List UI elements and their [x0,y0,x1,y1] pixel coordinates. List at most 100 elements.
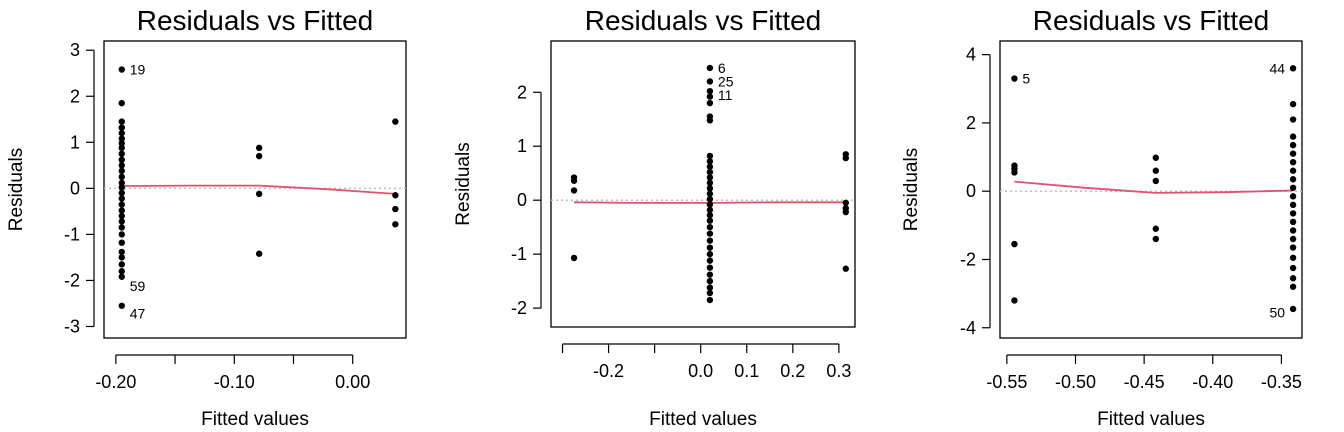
x-tick-label: -0.50 [1055,372,1096,392]
y-tick-label: -2 [64,270,80,290]
y-tick-label: -4 [960,318,976,338]
residual-point [706,185,714,192]
residual-point [706,284,714,291]
point-label: 19 [130,62,146,78]
residual-point [392,205,399,213]
residual-point [118,162,125,169]
point-label: 11 [718,87,733,103]
residual-point [706,277,714,285]
residual-point [706,158,714,165]
x-tick-label: 0.00 [335,372,370,392]
residual-point [118,129,125,137]
point-label: 6 [718,60,726,76]
residual-point [706,87,714,95]
y-axis-label: Residuals [901,148,922,231]
residual-point [118,118,125,125]
residual-point [1289,167,1297,174]
y-tick-label: 0 [966,181,976,201]
point-label: 5 [1022,71,1030,87]
residual-point [1289,184,1297,191]
residual-point [706,163,714,170]
point-label: 50 [1269,304,1285,320]
residual-point [118,201,125,208]
x-tick-label: -0.45 [1124,372,1165,392]
y-axis-label: Residuals [6,148,27,231]
residual-point [1289,210,1297,217]
y-axis-label: Residuals [453,142,474,225]
y-tick-label: 4 [966,45,976,65]
residual-point [1289,244,1297,251]
residual-point [1289,264,1297,272]
y-tick-label: 3 [70,40,80,60]
residual-point [118,173,125,181]
residual-point [118,261,125,268]
y-tick-label: 1 [70,132,80,152]
residual-point [255,144,263,152]
smoother-line [121,184,396,195]
x-tick-label: -0.10 [214,372,255,392]
smoother-line [1014,180,1294,194]
y-tick-label: -2 [960,249,976,269]
residual-point [118,124,125,131]
residual-point [1152,177,1160,185]
residual-point [1289,254,1297,261]
residual-point [118,268,125,275]
point-label: 25 [718,73,734,89]
residual-point [706,223,714,231]
residual-point [118,218,125,225]
residual-point [118,224,125,231]
residual-point [118,184,125,191]
residual-point [570,254,578,262]
residual-point [1152,154,1160,161]
chart-title: Residuals vs Fitted [137,5,374,36]
residual-point [118,135,125,142]
residual-point [1289,235,1297,243]
residual-point [706,264,714,271]
residual-point [118,195,125,202]
residual-point [842,199,849,207]
residual-point [1289,218,1297,226]
chart-title: Residuals vs Fitted [1033,5,1270,36]
residual-point [706,230,714,237]
x-tick-label: -0.20 [95,372,136,392]
residual-point [1289,305,1297,313]
x-tick-label: -0.2 [593,361,624,381]
residual-point [118,150,125,158]
residual-point [1289,158,1297,166]
y-tick-label: 0 [70,178,80,198]
residual-point [706,93,714,100]
residual-point [842,154,849,162]
residual-plot-panel-1: Residuals vs Fitted -0.20 -0.10 0.00 -3 -2 -1 0… [6,5,407,430]
residual-point [706,217,714,224]
y-tick-label: 2 [966,113,976,133]
x-axis-label: Fitted values [649,409,757,430]
residual-point [118,248,125,256]
point-label: 47 [130,306,146,322]
chart-title: Residuals vs Fitted [585,5,822,36]
residual-plot-panel-3: Residuals vs Fitted -0.55 -0.50 -0.45 -0.40 -… [901,5,1303,430]
residual-point [706,152,714,160]
y-tick-label: -1 [511,244,527,264]
y-tick-label: -3 [64,316,80,336]
residual-point [706,117,714,124]
x-tick-label: 0.0 [688,361,713,381]
residual-point [1289,133,1297,140]
residual-point [118,156,125,163]
residual-point [1011,169,1018,176]
residual-point [118,167,125,175]
point-label: 59 [130,278,146,294]
residual-point [255,190,263,198]
residual-point [1152,167,1160,174]
y-tick-label: 0 [517,190,527,210]
residual-point [706,190,714,197]
residual-point [392,118,399,125]
x-axis-label: Fitted values [1097,409,1205,430]
x-tick-label: 0.2 [780,361,805,381]
residual-point [706,212,714,219]
residual-point [118,207,125,214]
residual-point [1289,116,1297,123]
residual-point [570,187,578,194]
residual-point [842,265,849,272]
residual-point [706,78,714,85]
residual-point [118,66,125,73]
